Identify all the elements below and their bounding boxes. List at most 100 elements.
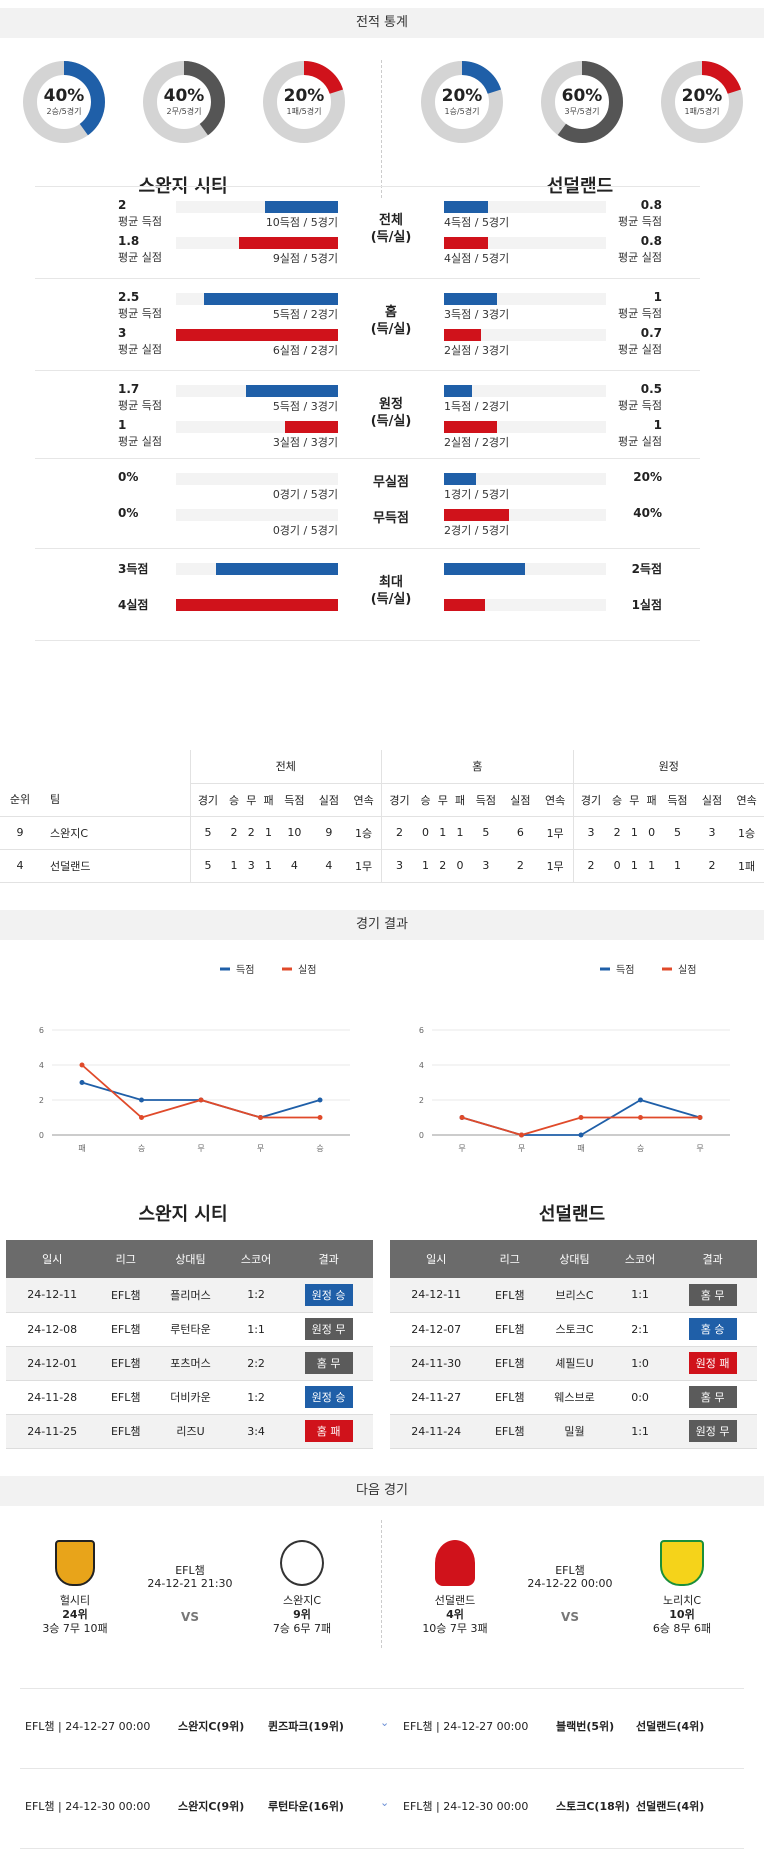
standings-cell: 1 bbox=[625, 849, 643, 883]
right-value: 0.5 bbox=[640, 382, 662, 396]
standings-col-header: 무 bbox=[242, 783, 260, 817]
results-cell: EFL챔 bbox=[482, 1346, 538, 1381]
left-detail: 6실점 / 2경기 bbox=[272, 344, 338, 357]
results-cell: EFL챔 bbox=[98, 1312, 154, 1347]
standings-cell: 5 bbox=[189, 816, 226, 850]
donut-percent: 60% bbox=[561, 86, 603, 106]
right-bar bbox=[444, 237, 488, 249]
legend-label: 실점 bbox=[298, 964, 316, 976]
left-value: 1.7 bbox=[118, 382, 140, 396]
result-badge: 홈 무 bbox=[688, 1386, 737, 1408]
data-point bbox=[317, 1115, 323, 1120]
table-row: 4 선덜랜드 5 1 3 1 4 4 1무 3 1 2 0 3 2 1무 2 0 1 1 1 2 1패 bbox=[0, 849, 764, 883]
standings-cell: 스완지C bbox=[40, 816, 190, 850]
y-tick-label: 6 bbox=[39, 1026, 44, 1035]
result-badge: 홈 승 bbox=[688, 1318, 737, 1340]
results-cell: 홈 승 bbox=[668, 1312, 757, 1347]
results-cell: 24-12-08 bbox=[6, 1312, 99, 1347]
results-cell: EFL챔 bbox=[98, 1380, 154, 1415]
results-col-header: 상대팀 bbox=[537, 1240, 612, 1278]
standings-col-header: 득점 bbox=[468, 783, 504, 817]
standings-cell: 0 bbox=[642, 816, 661, 850]
table-row: 24-11-30 EFL챔 셰필드U 1:0 원정 패 bbox=[390, 1346, 757, 1381]
left-detail: 0경기 / 5경기 bbox=[272, 488, 338, 501]
separator bbox=[35, 186, 700, 187]
donut-percent: 20% bbox=[441, 86, 483, 106]
left-bar bbox=[204, 293, 338, 305]
left-detail: 3실점 / 3경기 bbox=[272, 436, 338, 449]
left-bar-track bbox=[176, 509, 338, 521]
left-bar bbox=[176, 329, 338, 341]
results-cell: EFL챔 bbox=[482, 1312, 538, 1347]
standings-col-header: 무 bbox=[625, 783, 643, 817]
donut-subtitle: 1패/5경기 bbox=[684, 107, 720, 116]
standings-cell: 1 bbox=[625, 816, 643, 850]
results-cell: 루턴타운 bbox=[153, 1312, 228, 1347]
right-bar bbox=[444, 473, 476, 485]
standings-cell: 5 bbox=[468, 816, 504, 850]
y-tick-label: 4 bbox=[419, 1061, 424, 1070]
standings-cell: 0 bbox=[451, 849, 469, 883]
away-team-name: 선덜랜드 bbox=[546, 176, 614, 197]
right-detail: 4득점 / 5경기 bbox=[444, 216, 510, 229]
x-tick-label: 승 bbox=[316, 1144, 323, 1153]
data-point bbox=[79, 1080, 85, 1085]
donut-ring bbox=[23, 61, 105, 143]
table-row: 24-11-24 EFL챔 밀월 1:1 원정 무 bbox=[390, 1414, 757, 1449]
home-team-record: 10승 7무 3패 bbox=[422, 1622, 488, 1635]
left-bar bbox=[265, 201, 338, 213]
standings-cell: 9 bbox=[0, 816, 40, 850]
results-cell: 24-12-07 bbox=[390, 1312, 483, 1347]
results-col-header: 리그 bbox=[98, 1240, 154, 1278]
standings-cell: 1 bbox=[416, 849, 435, 883]
upcoming-away-team: 선덜랜드(4위) bbox=[636, 1800, 705, 1813]
home-results-table: 일시 리그 상대팀 스코어 결과 24-12-11 EFL챔 플리머스 1:2 원정 승 24-12… bbox=[6, 1240, 373, 1449]
standings-group-header: 전체 bbox=[189, 750, 382, 784]
standings-cell: 4 bbox=[277, 849, 312, 883]
right-value: 1 bbox=[653, 290, 662, 304]
standings-col-header: 승 bbox=[608, 783, 626, 817]
standings-cell: 2 bbox=[503, 849, 538, 883]
upcoming-away-team: 퀸즈파크(19위) bbox=[268, 1720, 344, 1733]
right-value: 1실점 bbox=[631, 598, 662, 612]
right-detail: 1득점 / 2경기 bbox=[444, 400, 510, 413]
right-detail: 2실점 / 2경기 bbox=[444, 436, 510, 449]
standings-col-header: 패 bbox=[259, 783, 278, 817]
table-row: 24-12-11 EFL챔 브리스C 1:1 홈 무 bbox=[390, 1278, 757, 1313]
standings-cell: 1패 bbox=[729, 849, 764, 883]
left-bar-track bbox=[176, 473, 338, 485]
results-cell: 셰필드U bbox=[537, 1346, 612, 1381]
standings-col-header: 경기 bbox=[381, 783, 417, 817]
data-point bbox=[578, 1132, 584, 1138]
upcoming-league-date: EFL챔 | 24-12-27 00:00 bbox=[403, 1720, 529, 1733]
results-col-header: 스코어 bbox=[227, 1240, 285, 1278]
standings-col-header: 승 bbox=[225, 783, 243, 817]
table-row: 24-11-27 EFL챔 웨스브로 0:0 홈 무 bbox=[390, 1380, 757, 1415]
right-bar bbox=[444, 563, 525, 575]
stat-row-label: 무실점 bbox=[373, 475, 409, 490]
results-cell: EFL챔 bbox=[482, 1278, 538, 1313]
upcoming-home-team: 스완지C(9위) bbox=[178, 1800, 245, 1813]
divider bbox=[381, 1520, 382, 1648]
right-value: 2득점 bbox=[631, 562, 662, 576]
standings-col-header: 경기 bbox=[572, 783, 609, 817]
away-team-name: 스완지C bbox=[282, 1594, 322, 1607]
donut-arc bbox=[541, 61, 623, 143]
right-bar bbox=[444, 599, 485, 611]
left-detail: 5득점 / 3경기 bbox=[272, 400, 338, 413]
right-bar bbox=[444, 421, 497, 433]
standings-col-header: 실점 bbox=[311, 783, 347, 817]
donut-chart: 40% 2무/5경기 bbox=[142, 60, 226, 144]
chevron-down-icon: ⌄ bbox=[380, 1796, 390, 1809]
results-col-header: 일시 bbox=[6, 1240, 99, 1278]
series-line bbox=[461, 1116, 700, 1136]
standings-col-header: 실점 bbox=[694, 783, 730, 817]
standings-cell: 3 bbox=[572, 816, 609, 850]
donut-arc bbox=[661, 61, 743, 143]
standings-cell: 3 bbox=[468, 849, 504, 883]
standings-col-header: 실점 bbox=[503, 783, 538, 817]
data-point bbox=[258, 1115, 263, 1120]
result-badge: 홈 무 bbox=[688, 1283, 737, 1306]
home-goals-chart: 득점 실점 0 2 4 6 패 승 무 무 승 bbox=[39, 964, 350, 1153]
results-cell: 1:1 bbox=[611, 1278, 669, 1313]
